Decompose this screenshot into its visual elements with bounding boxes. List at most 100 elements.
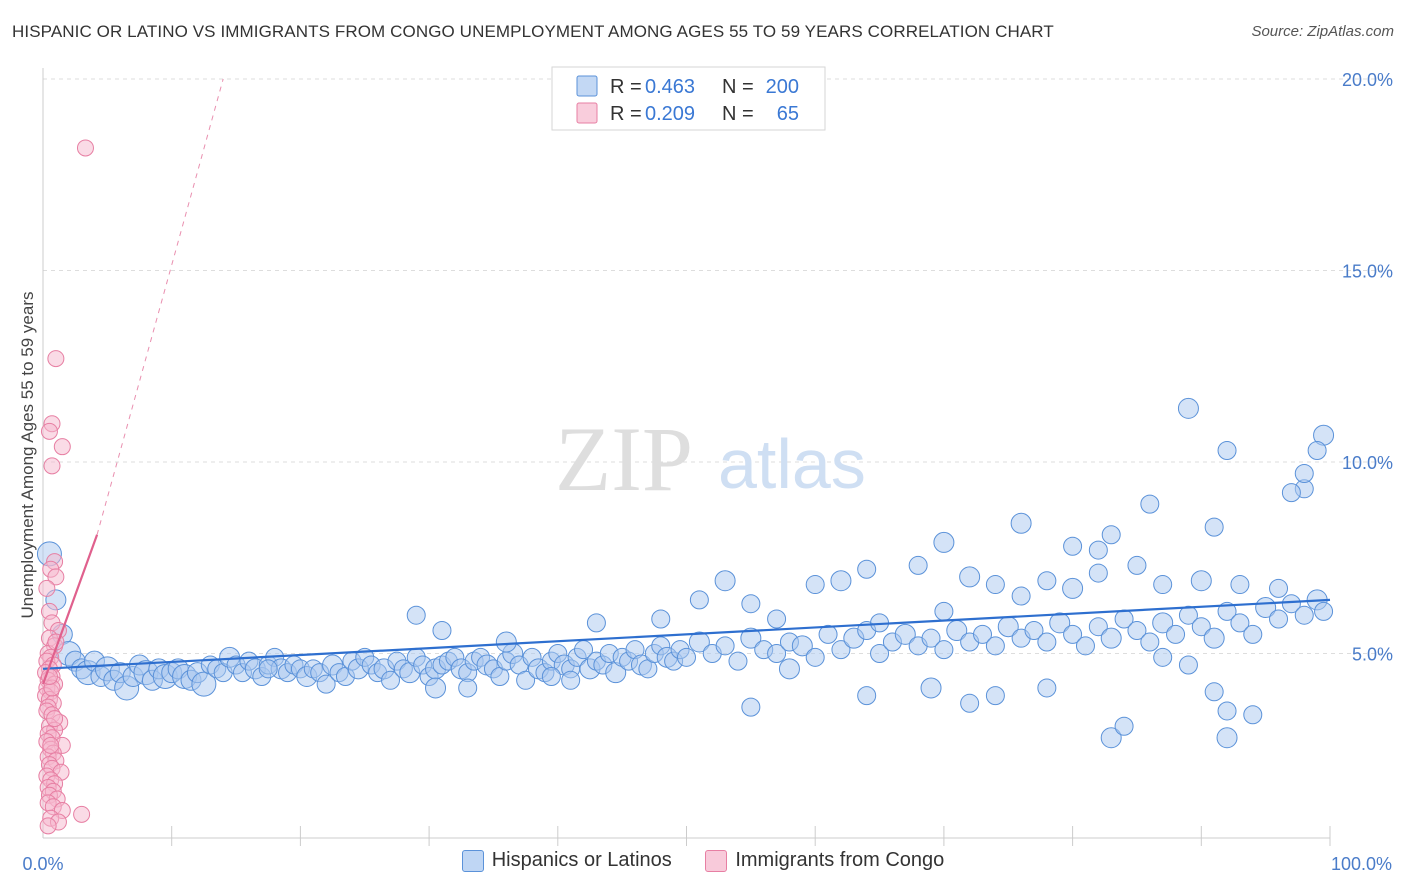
hispanic-point — [1217, 701, 1237, 721]
hispanic-point — [1088, 617, 1108, 637]
legend-label-congo: Immigrants from Congo — [735, 849, 945, 872]
hispanic-point — [934, 640, 954, 660]
hispanic-point — [1011, 586, 1031, 606]
hispanic-point — [1153, 647, 1173, 667]
hispanic-trend-line — [42, 598, 1331, 670]
hispanic-point — [1088, 563, 1108, 583]
hispanic-point — [767, 644, 787, 663]
hispanic-point — [316, 674, 336, 694]
legend-n-value-2: 65 — [777, 103, 799, 125]
congo-point — [47, 568, 65, 586]
hispanic-point — [561, 670, 581, 690]
hispanic-point — [258, 659, 278, 679]
chart-title: HISPANIC OR LATINO VS IMMIGRANTS FROM CO… — [12, 22, 1054, 41]
congo-point — [40, 422, 58, 440]
legend-swatch-hispanics — [461, 849, 484, 872]
hispanic-point — [516, 670, 536, 690]
hispanic-point — [1037, 678, 1057, 698]
hispanic-point — [1140, 632, 1160, 652]
hispanic-point — [1062, 577, 1084, 599]
hispanic-point — [857, 559, 877, 579]
hispanic-point — [1010, 512, 1032, 534]
hispanic-point — [1140, 494, 1160, 514]
hispanic-point — [1063, 536, 1083, 556]
congo-point — [46, 710, 64, 728]
congo-point — [73, 805, 91, 823]
hispanic-point — [541, 666, 561, 686]
hispanic-point — [1024, 621, 1044, 641]
hispanic-point — [1075, 636, 1095, 656]
hispanic-point — [921, 628, 941, 648]
hispanic-point — [1307, 441, 1327, 461]
y-axis-title: Unemployment Among Ages 55 to 59 years — [18, 292, 37, 619]
hispanic-point — [1178, 655, 1198, 675]
y-tick-label: 15.0% — [1342, 262, 1393, 282]
legend-n-value-1: 200 — [766, 76, 799, 98]
hispanic-point — [1178, 605, 1198, 625]
watermark: ZIP atlas — [555, 408, 866, 510]
hispanic-point — [908, 555, 928, 575]
hispanic-point — [778, 658, 800, 680]
hispanic-point — [432, 621, 452, 641]
hispanic-point — [1217, 441, 1237, 461]
hispanic-point — [1166, 624, 1186, 644]
hispanic-point — [1217, 601, 1237, 621]
congo-point — [43, 457, 61, 475]
y-tick-label: 20.0% — [1342, 70, 1393, 90]
hispanic-point — [1204, 682, 1224, 702]
hispanic-point — [805, 575, 825, 595]
hispanic-point — [688, 631, 710, 653]
hispanic-point — [1127, 621, 1147, 641]
legend-label-hispanics: Hispanics or Latinos — [491, 849, 672, 872]
hispanic-point — [714, 570, 736, 592]
legend-r-value-1: 0.463 — [645, 76, 695, 98]
hispanic-point — [959, 566, 981, 588]
hispanic-point — [728, 651, 748, 671]
watermark-atlas: atlas — [718, 425, 866, 503]
hispanic-point — [677, 647, 696, 667]
hispanic-point — [1230, 613, 1250, 633]
hispanic-point — [1269, 609, 1289, 629]
hispanic-point — [831, 640, 851, 660]
hispanic-point — [1243, 624, 1263, 644]
hispanic-point — [805, 647, 825, 667]
hispanic-point — [1037, 571, 1057, 591]
hispanic-point — [1063, 624, 1083, 644]
hispanic-point — [1281, 594, 1301, 614]
congo-point — [53, 438, 71, 456]
hispanic-point — [741, 594, 761, 614]
hispanic-point — [870, 644, 890, 663]
hispanic-point — [767, 609, 787, 629]
hispanic-point — [380, 670, 400, 690]
legend-swatch-blue — [576, 75, 598, 97]
congo-point — [76, 139, 94, 157]
congo-point — [47, 350, 65, 368]
hispanic-point — [689, 590, 709, 610]
legend-swatch-pink — [576, 102, 598, 124]
hispanic-point — [933, 531, 955, 553]
hispanic-point — [1294, 463, 1314, 483]
hispanic-point — [894, 623, 916, 645]
hispanic-point — [1127, 555, 1147, 575]
hispanic-point — [1203, 627, 1225, 649]
hispanic-point — [741, 697, 761, 717]
congo-trend-line — [41, 534, 99, 685]
hispanic-point — [1101, 525, 1121, 545]
hispanic-point — [1100, 627, 1122, 649]
hispanic-point — [1049, 612, 1071, 634]
hispanic-point — [425, 677, 447, 699]
hispanic-point — [830, 570, 852, 592]
hispanic-point — [651, 609, 671, 629]
hispanic-point — [1177, 397, 1199, 419]
hispanic-point — [960, 693, 980, 713]
hispanic-point — [586, 613, 606, 633]
bottom-legend: Hispanics or Latinos Immigrants from Con… — [0, 849, 1406, 872]
trend-lines — [41, 78, 1331, 685]
legend-r-value-2: 0.209 — [645, 103, 695, 125]
hispanic-point — [934, 601, 954, 621]
hispanic-point — [191, 671, 217, 697]
source-label: Source: ZipAtlas.com — [1251, 23, 1394, 40]
y-tick-label: 10.0% — [1342, 453, 1393, 473]
hispanic-point — [985, 636, 1005, 656]
